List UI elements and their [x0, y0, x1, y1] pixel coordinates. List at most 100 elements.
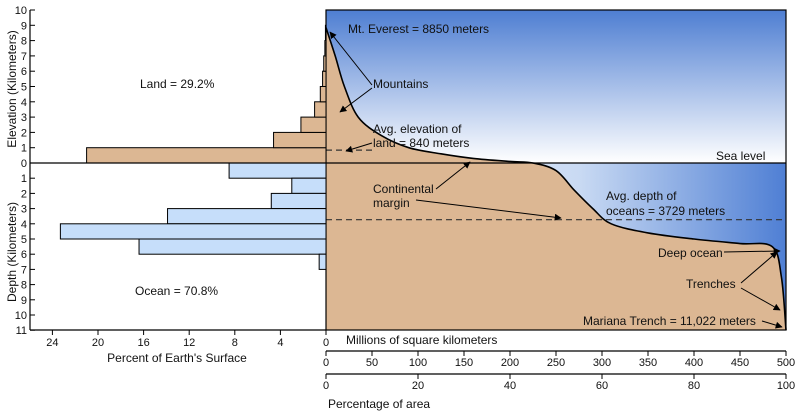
land-percent-label: Land = 29.2% [140, 77, 215, 91]
elev-tick-label-9: 9 [21, 20, 27, 32]
depth-tick-label-4: 4 [21, 219, 27, 231]
land-bar-3 [314, 101, 327, 118]
mariana-arrow [761, 320, 783, 329]
land-bars [86, 24, 327, 164]
area-tick-label-150: 150 [455, 357, 473, 369]
avg-ocean-label-line1: Avg. depth of [606, 189, 677, 203]
trenches-label: Trenches [686, 277, 736, 291]
land-bar-7 [324, 40, 327, 57]
trenches-arrow-1 [740, 251, 778, 284]
land-bar-6 [323, 55, 327, 72]
continental-label-line2: margin [373, 196, 410, 210]
area-tick-label-300: 300 [593, 357, 611, 369]
percent-tick-label-100: 100 [777, 380, 795, 392]
area-tick-label-0: 0 [323, 357, 329, 369]
pct-tick-label-12: 12 [183, 337, 195, 349]
elevation-axis-label: Elevation (Kilometers) [5, 30, 19, 147]
elev-tick-label-0: 0 [21, 158, 27, 170]
left-x-ticks: 24 20 16 12 8 4 0 [46, 330, 329, 349]
avg-ocean-label-line2: oceans = 3729 meters [606, 204, 725, 218]
elev-tick-label-2: 2 [21, 127, 27, 139]
percent-tick-label-80: 80 [688, 380, 700, 392]
deep-ocean-label: Deep ocean [658, 246, 723, 260]
ocean-bar-2 [270, 192, 327, 210]
area-tick-label-100: 100 [409, 357, 427, 369]
elev-tick-label-3: 3 [21, 112, 27, 124]
elev-tick-label-5: 5 [21, 82, 27, 94]
mariana-label: Mariana Trench = 11,022 meters [583, 314, 756, 328]
depth-tick-label-7: 7 [21, 264, 27, 276]
percent-tick-label-0: 0 [323, 380, 329, 392]
percent-tick-label-60: 60 [596, 380, 608, 392]
depth-tick-label-5: 5 [21, 234, 27, 246]
ocean-bar-5 [138, 238, 327, 255]
land-bar-0 [86, 147, 327, 164]
area-tick-label-500: 500 [777, 357, 795, 369]
sea-level-label: Sea level [716, 149, 765, 163]
elev-tick-label-7: 7 [21, 51, 27, 63]
elev-tick-label-10: 10 [15, 5, 27, 17]
depth-tick-label-2: 2 [21, 188, 27, 200]
percent-tick-label-40: 40 [504, 380, 516, 392]
avg-land-label-line2: land = 840 meters [373, 136, 469, 150]
mountains-label: Mountains [373, 77, 428, 91]
sky-background [326, 10, 786, 163]
ocean-percent-label: Ocean = 70.8% [135, 284, 218, 298]
percentage-area-label: Percentage of area [328, 397, 430, 411]
elev-tick-label-6: 6 [21, 66, 27, 78]
continental-arrow-1 [435, 161, 471, 190]
pct-tick-label-20: 20 [92, 337, 104, 349]
mountains-arrow-1 [329, 31, 373, 86]
ocean-bar-4 [59, 223, 327, 240]
depth-tick-label-11: 11 [16, 325, 27, 337]
elev-tick-label-4: 4 [21, 97, 27, 109]
percent-axis-ticks: 0 20 40 60 80 100 [323, 374, 795, 392]
land-bar-8 [324, 24, 327, 42]
continental-label-line1: Continental [373, 182, 434, 196]
avg-land-label-line1: Avg. elevation of [373, 122, 462, 136]
mountains-arrow-2 [339, 87, 373, 113]
hypsometric-curve [325, 27, 787, 331]
ocean-bar-0 [228, 162, 327, 179]
ocean-bar-6 [318, 253, 327, 270]
land-bar-1 [273, 131, 327, 149]
area-tick-label-200: 200 [501, 357, 519, 369]
area-tick-label-350: 350 [639, 357, 657, 369]
area-axis-ticks: 0 50 100 150 200 250 300 350 400 450 500 [323, 351, 795, 369]
depth-tick-label-8: 8 [21, 280, 27, 292]
land-area-fill [326, 27, 786, 331]
land-bar-4 [319, 86, 327, 103]
pct-tick-label-16: 16 [137, 337, 149, 349]
ocean-bar-3 [167, 208, 327, 225]
ocean-bar-1 [291, 177, 327, 194]
pct-tick-label-0: 0 [323, 337, 329, 349]
depth-tick-label-9: 9 [21, 295, 27, 307]
land-bar-2 [300, 116, 327, 133]
percent-surface-label: Percent of Earth's Surface [107, 351, 247, 365]
depth-tick-label-1: 1 [21, 173, 27, 185]
millions-sq-km-label: Millions of square kilometers [346, 333, 497, 347]
depth-tick-label-3: 3 [21, 204, 27, 216]
continental-arrow-2 [415, 199, 562, 221]
pct-tick-label-24: 24 [46, 337, 58, 349]
deep-ocean-arrow [723, 247, 781, 255]
area-tick-label-400: 400 [685, 357, 703, 369]
land-bar-5 [322, 70, 327, 87]
ocean-bars [59, 162, 327, 270]
area-tick-label-450: 450 [731, 357, 749, 369]
area-tick-label-50: 50 [366, 357, 378, 369]
depth-axis-label: Depth (Kilometers) [5, 202, 19, 302]
elev-tick-label-8: 8 [21, 36, 27, 48]
avg-land-arrow [345, 142, 373, 153]
pct-tick-label-8: 8 [232, 337, 238, 349]
pct-tick-label-4: 4 [277, 337, 283, 349]
left-y-ticks: 0 1 2 3 4 5 6 7 8 9 10 1 2 3 4 5 6 7 8 9 10 11 [15, 5, 35, 337]
depth-tick-label-10: 10 [15, 310, 27, 322]
everest-label: Mt. Everest = 8850 meters [348, 22, 489, 36]
elev-tick-label-1: 1 [21, 143, 27, 155]
depth-tick-label-6: 6 [21, 249, 27, 261]
percent-tick-label-20: 20 [412, 380, 424, 392]
area-tick-label-250: 250 [547, 357, 565, 369]
trenches-arrow-2 [740, 287, 781, 311]
